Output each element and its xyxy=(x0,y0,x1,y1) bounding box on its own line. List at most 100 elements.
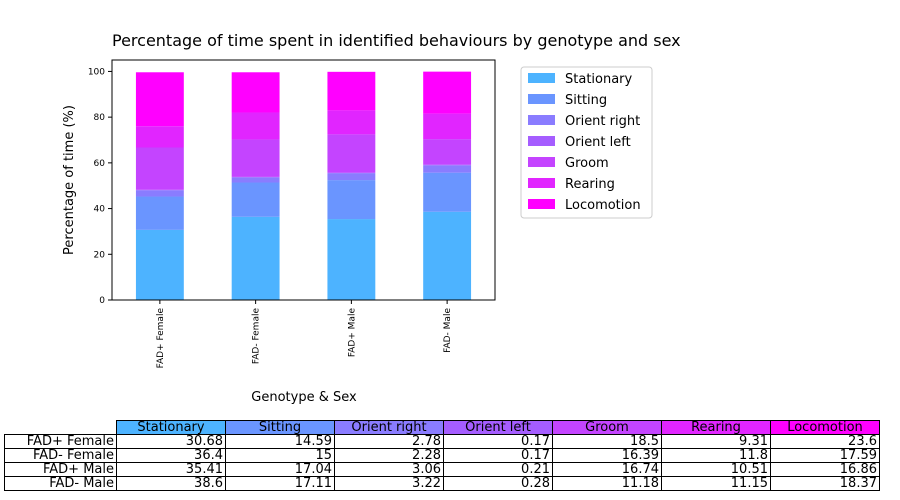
table-column-header: Sitting xyxy=(225,420,335,435)
bar-segment xyxy=(327,134,376,173)
table-row-header: FAD- Male xyxy=(4,476,117,491)
table-cell: 17.59 xyxy=(770,448,880,463)
bar-segment xyxy=(423,164,472,166)
bar-segment xyxy=(327,180,376,220)
bar-segment xyxy=(135,72,184,127)
table-cell: 11.18 xyxy=(552,476,662,491)
table-row: FAD+ Male 35.41 17.04 3.06 0.21 16.74 10.51 16.… xyxy=(4,462,880,477)
bar-segment xyxy=(135,147,184,190)
table-column-header: Rearing xyxy=(661,420,771,435)
table-cell: 17.04 xyxy=(225,462,335,477)
table-cell: 0.17 xyxy=(443,448,553,463)
table-cell: 16.39 xyxy=(552,448,662,463)
legend-label: Sitting xyxy=(565,93,607,108)
legend-label: Groom xyxy=(565,156,609,171)
table-cell: 9.31 xyxy=(661,434,771,449)
legend-swatch xyxy=(528,178,555,188)
table-cell: 14.59 xyxy=(225,434,335,449)
table-cell: 2.78 xyxy=(334,434,444,449)
bar-segment xyxy=(231,177,280,183)
bar-segment xyxy=(135,229,184,300)
table-cell: 11.15 xyxy=(661,476,771,491)
table-row-header: FAD+ Male xyxy=(4,462,117,477)
table-cell: 18.37 xyxy=(770,476,880,491)
legend-label: Orient left xyxy=(565,135,631,150)
legend-swatch xyxy=(528,94,555,104)
table-row-header: FAD- Female xyxy=(4,448,117,463)
x-tick-label: FAD- Male xyxy=(443,308,453,353)
y-tick-label: 80 xyxy=(94,113,106,123)
y-axis: 0 20 40 60 80 100 xyxy=(88,67,112,306)
data-table: Stationary Sitting Orient right Orient left… xyxy=(4,420,880,491)
y-axis-label: Percentage of time (%) xyxy=(62,105,77,255)
legend-swatch xyxy=(528,73,555,83)
table-row: FAD+ Female 30.68 14.59 2.78 0.17 18.5 9.31 23.… xyxy=(4,434,880,449)
bar-segment xyxy=(231,72,280,113)
y-tick-label: 20 xyxy=(94,250,106,260)
table-cell: 38.6 xyxy=(116,476,226,491)
legend-label: Rearing xyxy=(565,177,615,192)
bars-group xyxy=(135,71,472,300)
stacked-bar-chart: Percentage of time spent in identified b… xyxy=(62,31,681,405)
table-cell: 16.74 xyxy=(552,462,662,477)
table-cell: 0.28 xyxy=(443,476,553,491)
bar-segment xyxy=(423,139,472,165)
table-cell: 35.41 xyxy=(116,462,226,477)
legend-label: Locomotion xyxy=(565,198,641,213)
table-cell: 17.11 xyxy=(225,476,335,491)
legend-swatch xyxy=(528,115,555,125)
bar-segment xyxy=(327,110,376,135)
bar-segment xyxy=(327,173,376,181)
legend: Stationary Sitting Orient right Orient left… xyxy=(520,66,653,219)
bar-segment xyxy=(135,196,184,230)
x-axis: FAD+ Female FAD- Female FAD+ Male FAD- Male xyxy=(156,300,453,368)
bar-segment xyxy=(231,139,280,177)
table-corner xyxy=(5,421,117,435)
y-tick-label: 40 xyxy=(94,205,106,215)
y-tick-label: 0 xyxy=(99,296,105,306)
y-tick-label: 100 xyxy=(88,67,105,77)
table-cell: 3.06 xyxy=(334,462,444,477)
table-body: FAD+ Female 30.68 14.59 2.78 0.17 18.5 9.31 23.… xyxy=(4,434,880,491)
table-column-header: Locomotion xyxy=(770,420,880,435)
bar-segment xyxy=(231,112,280,140)
table-row: FAD- Male 38.6 17.11 3.22 0.28 11.18 11.15 18.3… xyxy=(4,476,880,491)
legend-label: Stationary xyxy=(565,72,633,87)
table-cell: 30.68 xyxy=(116,434,226,449)
bar-segment xyxy=(135,126,184,148)
table-column-header: Stationary xyxy=(116,420,226,435)
table-column-header: Orient left xyxy=(443,420,553,435)
legend-label: Orient right xyxy=(565,114,640,129)
table-cell: 3.22 xyxy=(334,476,444,491)
table-row: FAD- Female 36.4 15 2.28 0.17 16.39 11.8 17.59 xyxy=(4,448,880,463)
table-header-row: Stationary Sitting Orient right Orient left… xyxy=(5,420,880,435)
bar-segment xyxy=(231,182,280,217)
bar-segment xyxy=(135,190,184,197)
bar-segment xyxy=(327,71,376,111)
x-tick-label: FAD+ Female xyxy=(156,308,166,369)
table-column-header: Groom xyxy=(552,420,662,435)
bar-segment xyxy=(327,219,376,300)
table-cell: 18.5 xyxy=(552,434,662,449)
legend-swatch xyxy=(528,157,555,167)
bar-segment xyxy=(423,165,472,173)
table-cell: 36.4 xyxy=(116,448,226,463)
table-cell: 15 xyxy=(225,448,335,463)
x-tick-label: FAD+ Male xyxy=(347,308,357,358)
x-tick-label: FAD- Female xyxy=(252,308,262,365)
chart-title: Percentage of time spent in identified b… xyxy=(112,31,681,50)
bar-segment xyxy=(423,113,472,140)
table-cell: 2.28 xyxy=(334,448,444,463)
x-axis-label: Genotype & Sex xyxy=(251,390,357,405)
table-cell: 10.51 xyxy=(661,462,771,477)
legend-swatch xyxy=(528,136,555,146)
table-cell: 16.86 xyxy=(770,462,880,477)
y-tick-label: 60 xyxy=(94,159,106,169)
table-cell: 11.8 xyxy=(661,448,771,463)
bar-segment xyxy=(231,216,280,300)
table-column-header: Orient right xyxy=(334,420,444,435)
bar-segment xyxy=(423,211,472,300)
table-row-header: FAD+ Female xyxy=(4,434,117,449)
bar-segment xyxy=(423,172,472,212)
plot-frame xyxy=(111,59,496,301)
